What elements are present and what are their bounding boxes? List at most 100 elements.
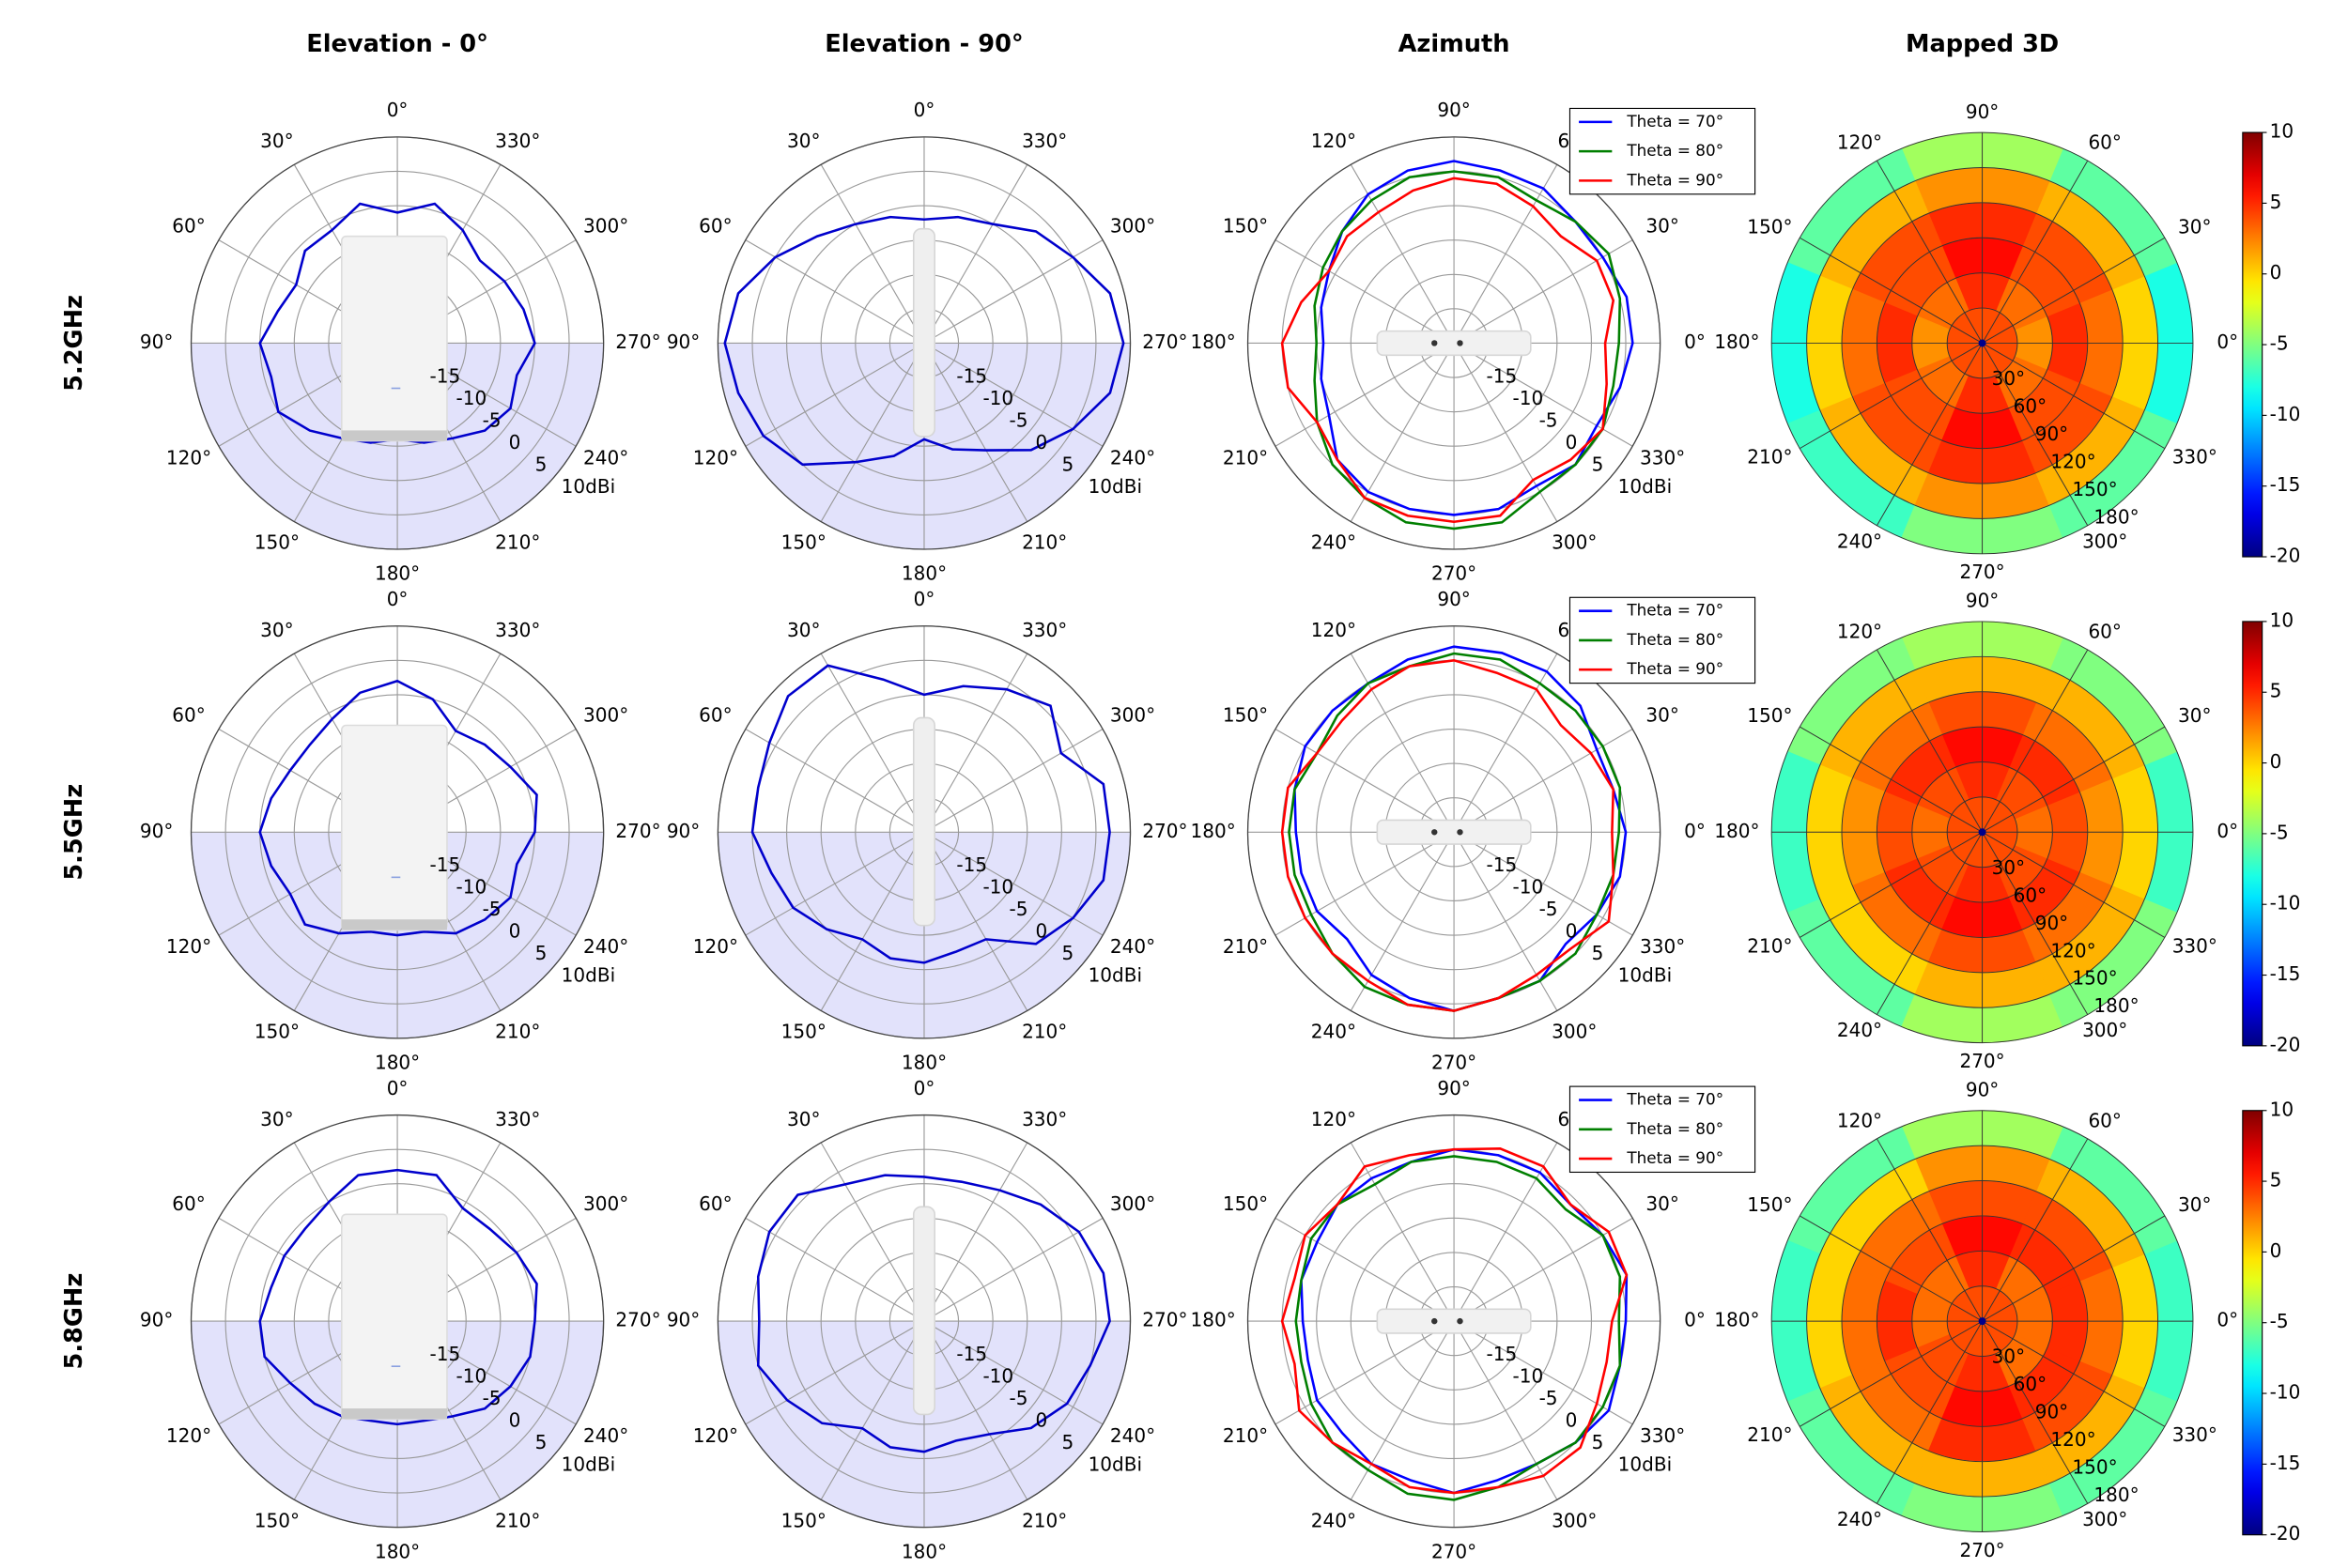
theta-tick-label: 330° bbox=[2172, 446, 2217, 469]
theta-tick-label: 120° bbox=[1311, 619, 1356, 641]
r-tick-label: 0 bbox=[1036, 920, 1048, 943]
theta-tick-label: 30° bbox=[2178, 1193, 2211, 1216]
theta-tick-label: 180° bbox=[1714, 331, 1759, 353]
colorbar-tick-label: -5 bbox=[2270, 332, 2289, 355]
theta-tick-label: 270° bbox=[1431, 1540, 1476, 1562]
column-title: Azimuth bbox=[1398, 30, 1510, 58]
device-image bbox=[1457, 829, 1463, 836]
theta-tick-label: 300° bbox=[2082, 530, 2127, 552]
theta-tick-label: 180° bbox=[902, 1052, 947, 1074]
r-tick-label: 5 bbox=[1592, 453, 1604, 475]
grid-spoke bbox=[1453, 831, 1633, 936]
theta-tick-label: 240° bbox=[1311, 531, 1356, 554]
r-tick-label: -15 bbox=[956, 1343, 987, 1365]
theta-tick-label: 150° bbox=[255, 1021, 300, 1043]
legend-label: Theta = 90° bbox=[1626, 659, 1723, 678]
r-tick-label: 10dBi bbox=[562, 964, 615, 987]
grid-spoke bbox=[1876, 1320, 1983, 1504]
theta-tick-label: 60° bbox=[172, 1192, 205, 1215]
colorbar-tick-label: 5 bbox=[2270, 1169, 2282, 1191]
theta-tick-label: 240° bbox=[1837, 1508, 1882, 1530]
r-tick-label: -15 bbox=[430, 853, 461, 876]
r-tick-label: -5 bbox=[1009, 898, 1027, 920]
r-tick-label: -10 bbox=[1513, 1364, 1544, 1387]
pattern-line bbox=[750, 664, 1111, 964]
theta-tick-label: 210° bbox=[1022, 1021, 1067, 1043]
theta-tick-label: 90° bbox=[1437, 99, 1470, 121]
theta-tick-label: 180° bbox=[1714, 1309, 1759, 1331]
theta-tick-label: 150° bbox=[781, 1021, 826, 1043]
r-tick-label: 0 bbox=[509, 920, 521, 943]
theta-tick-label: 150° bbox=[1223, 1192, 1268, 1215]
r-tick-label: 5 bbox=[1592, 942, 1604, 964]
grid-spoke bbox=[923, 1320, 1028, 1500]
r-tick-label: -10 bbox=[456, 876, 487, 899]
r-tick-label: -10 bbox=[1513, 387, 1544, 409]
grid-spoke bbox=[1982, 1215, 2166, 1322]
r-tick-label: -15 bbox=[956, 364, 987, 387]
r-tick-label: 30° bbox=[1992, 367, 2025, 390]
theta-tick-label: 210° bbox=[1223, 1424, 1268, 1447]
theta-tick-label: 240° bbox=[583, 935, 628, 958]
grid-spoke bbox=[923, 343, 1028, 522]
device-image bbox=[340, 235, 448, 442]
device-image bbox=[1376, 330, 1532, 357]
theta-tick-label: 30° bbox=[1645, 1192, 1678, 1215]
theta-tick-label: 150° bbox=[255, 1509, 300, 1531]
device-image bbox=[1457, 340, 1463, 346]
theta-tick-label: 0° bbox=[1684, 820, 1706, 842]
r-tick-label: -10 bbox=[456, 1364, 487, 1387]
grid-spoke bbox=[1800, 343, 1983, 450]
theta-tick-label: 210° bbox=[1022, 1509, 1067, 1531]
grid-spoke bbox=[923, 164, 1028, 344]
colorbar-tick-label: 0 bbox=[2270, 750, 2282, 773]
theta-tick-label: 240° bbox=[583, 446, 628, 469]
r-tick-label: 0 bbox=[509, 1409, 521, 1432]
grid-spoke bbox=[1876, 649, 1983, 833]
theta-tick-label: 330° bbox=[1640, 935, 1685, 958]
colorbar-tick-label: -10 bbox=[2270, 892, 2301, 915]
r-tick-label: 150° bbox=[2072, 1456, 2117, 1479]
theta-tick-label: 240° bbox=[1110, 1424, 1155, 1447]
pattern-line bbox=[1294, 1155, 1622, 1501]
theta-tick-label: 180° bbox=[375, 562, 420, 585]
theta-tick-label: 180° bbox=[1191, 820, 1236, 842]
r-tick-label: 10dBi bbox=[562, 475, 615, 498]
r-tick-label: -15 bbox=[1487, 364, 1518, 387]
theta-tick-label: 330° bbox=[1022, 619, 1067, 641]
theta-tick-label: 0° bbox=[914, 1077, 935, 1099]
theta-tick-label: 330° bbox=[1022, 130, 1067, 152]
column-title: Elevation - 0° bbox=[306, 30, 488, 58]
theta-tick-label: 300° bbox=[1110, 703, 1155, 726]
theta-tick-label: 180° bbox=[375, 1052, 420, 1074]
theta-tick-label: 270° bbox=[615, 1309, 660, 1331]
grid-spoke bbox=[820, 1142, 925, 1322]
theta-tick-label: 30° bbox=[2178, 704, 2211, 727]
legend-label: Theta = 70° bbox=[1626, 601, 1723, 620]
r-tick-label: 60° bbox=[2014, 1373, 2047, 1395]
theta-tick-label: 90° bbox=[140, 331, 173, 353]
theta-tick-label: 300° bbox=[2082, 1019, 2127, 1041]
theta-tick-label: 60° bbox=[699, 703, 732, 726]
grid-spoke bbox=[1982, 343, 2166, 450]
center-dot bbox=[1978, 339, 1986, 347]
r-tick-label: -10 bbox=[982, 876, 1013, 899]
theta-tick-label: 210° bbox=[1747, 446, 1792, 469]
theta-tick-label: 60° bbox=[172, 703, 205, 726]
grid-spoke bbox=[1982, 726, 2166, 833]
r-tick-label: 0 bbox=[1566, 431, 1578, 453]
theta-tick-label: 0° bbox=[914, 99, 935, 121]
r-tick-label: 10dBi bbox=[1618, 475, 1672, 498]
colorbar-tick-label: -20 bbox=[2270, 1033, 2301, 1055]
r-tick-label: -10 bbox=[1513, 876, 1544, 899]
theta-tick-label: 90° bbox=[1966, 100, 1999, 123]
pattern-line bbox=[1280, 1147, 1629, 1495]
theta-tick-label: 90° bbox=[140, 820, 173, 842]
r-tick-label: -5 bbox=[483, 1387, 502, 1409]
theta-tick-label: 0° bbox=[1684, 331, 1706, 353]
theta-tick-label: 120° bbox=[166, 935, 211, 958]
theta-tick-label: 0° bbox=[2217, 1309, 2238, 1331]
theta-tick-label: 300° bbox=[1110, 1192, 1155, 1215]
r-tick-label: 150° bbox=[2072, 478, 2117, 500]
grid-spoke bbox=[1982, 237, 2166, 344]
